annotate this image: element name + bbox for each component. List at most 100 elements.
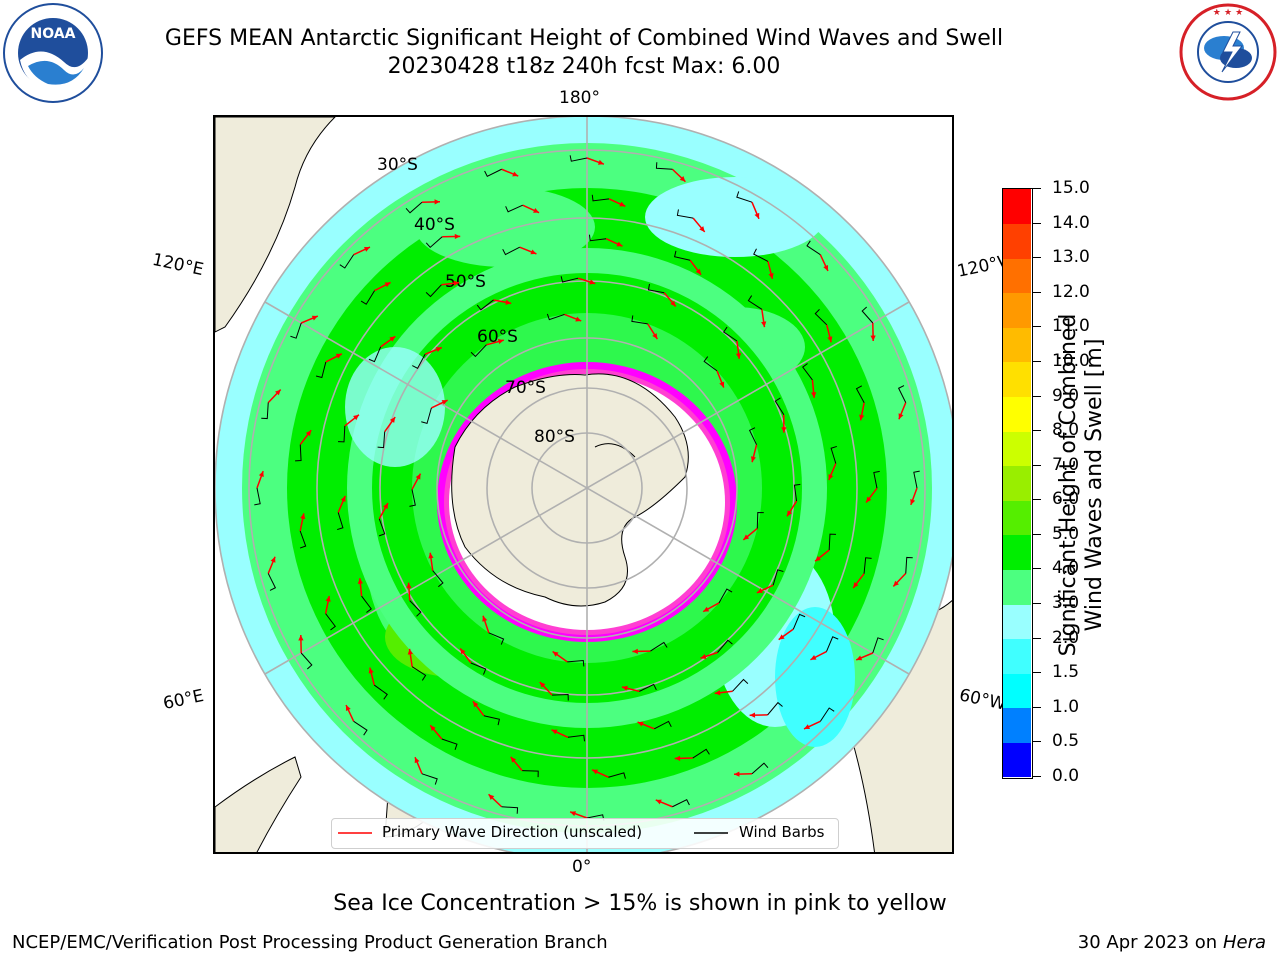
colorbar-tick-label: 5.0 [1052, 523, 1080, 544]
wave-arrow-head [674, 755, 681, 761]
colorbar-tick-label: 10.0 [1052, 350, 1090, 371]
colorbar-tick-mark [1033, 430, 1041, 432]
wave-arrow-head [804, 724, 811, 730]
wave-arrow-head [305, 430, 312, 437]
wave-arrow-head [815, 555, 821, 562]
nws-logo: ★ ★ ★ [1178, 2, 1278, 106]
wind-barb [569, 155, 588, 162]
wave-arrow-head [589, 279, 596, 285]
wind-barb [361, 595, 372, 613]
wind-barb [647, 283, 665, 294]
colorbar-tick-label: 12.0 [1052, 281, 1090, 302]
wave-arrow-head [699, 226, 705, 232]
wave-arrow-head [270, 556, 276, 563]
colorbar-tick-mark [1033, 360, 1041, 362]
wave-arrow-head [505, 299, 512, 305]
footer-date: 30 Apr 2023 on Hera [1078, 932, 1266, 953]
wave-arrow-head [311, 315, 318, 321]
colorbar-segment [1003, 292, 1031, 328]
wave-arrow-head [539, 681, 546, 688]
wind-barb [501, 806, 519, 814]
footer-host: Hera [1222, 932, 1266, 953]
wave-arrow-head [749, 712, 756, 718]
colorbar-tick-mark [1033, 326, 1041, 328]
colorbar-tick-mark [1033, 464, 1041, 466]
lon-label-60w: 60°W [957, 685, 1008, 715]
wave-arrow-head [497, 339, 504, 345]
wave-arrow-head [768, 272, 774, 279]
colorbar-title: Significant Height of Combined Wind Wave… [1056, 314, 1108, 657]
wind-barb [315, 361, 327, 379]
colorbar-segment [1003, 465, 1031, 501]
wind-barb [470, 344, 487, 358]
wave-arrow-head [786, 510, 793, 517]
colorbar-segment [1003, 742, 1031, 778]
wave-arrow-head [570, 811, 577, 817]
wind-barb [337, 512, 344, 531]
wave-arrow-head [389, 336, 396, 342]
wind-barb [756, 511, 764, 529]
wave-arrow-head [325, 595, 331, 602]
wind-barb [425, 236, 443, 249]
colorbar-tick-mark [1033, 672, 1041, 674]
wind-barb [339, 254, 355, 269]
lon-label-0: 0° [572, 857, 592, 877]
colorbar-tick-label: 2.0 [1052, 627, 1080, 648]
wind-barb [560, 276, 579, 283]
wind-barb [736, 191, 753, 203]
wave-arrow-head [870, 335, 876, 341]
wave-arrow-head [637, 721, 644, 727]
colorbar-tick-mark [1033, 188, 1041, 189]
wind-barb [425, 284, 442, 298]
chart-title: GEFS MEAN Antarctic Significant Height o… [164, 26, 1004, 51]
wind-barb [522, 770, 539, 778]
wave-arrow-head [353, 414, 359, 421]
colorbar-tick-label: 8.0 [1052, 420, 1080, 441]
wind-barb [631, 315, 648, 325]
wave-arrow-head [454, 233, 461, 240]
colorbar-tick-mark [1033, 395, 1041, 397]
wave-arrow-head [750, 456, 756, 463]
colorbar-segment [1003, 604, 1031, 640]
wave-direction-arrows [254, 155, 920, 821]
colorbar-tick-label: 0.5 [1052, 731, 1080, 752]
wave-arrow-head [472, 701, 479, 708]
wind-barb [411, 666, 427, 681]
colorbar-tick-label: 4.0 [1052, 558, 1080, 579]
noaa-logo: NOAA [2, 2, 104, 108]
wind-barb [299, 530, 307, 549]
wind-barb [368, 346, 382, 363]
wave-arrow-head [719, 381, 725, 388]
svg-text:★ ★ ★: ★ ★ ★ [1213, 8, 1243, 18]
wind-barb [826, 636, 839, 652]
colorbar-segment [1003, 258, 1031, 294]
wave-arrow-head [823, 264, 829, 271]
wind-barb [441, 738, 458, 750]
wind-barb [483, 715, 501, 726]
wave-arrow-head [434, 199, 440, 205]
wind-barb [377, 431, 386, 449]
colorbar-tick-label: 13.0 [1052, 247, 1090, 268]
wave-arrow-head [575, 316, 582, 322]
wind-barb [567, 734, 586, 742]
wind-barb [546, 313, 565, 321]
wave-arrow-head [482, 615, 488, 622]
wave-arrow-head [781, 427, 787, 433]
wind-barb [325, 613, 336, 631]
lon-label-180: 180° [559, 88, 600, 108]
noaa-logo-text: NOAA [31, 26, 76, 42]
wave-arrow-head [893, 580, 899, 587]
wind-barb [360, 290, 375, 305]
wave-arrow-head [340, 495, 346, 502]
wind-barb [608, 772, 626, 779]
wave-arrow-head [828, 474, 834, 481]
wind-barb [673, 250, 691, 261]
wind-barb [872, 637, 884, 654]
wave-arrow-head [428, 552, 434, 559]
wind-barb [861, 306, 874, 324]
wind-barb [409, 600, 422, 617]
wind-barb [290, 322, 302, 339]
wave-arrow-head [754, 212, 760, 219]
wave-arrow-head [552, 651, 559, 657]
colorbar-tick-mark [1033, 637, 1041, 639]
